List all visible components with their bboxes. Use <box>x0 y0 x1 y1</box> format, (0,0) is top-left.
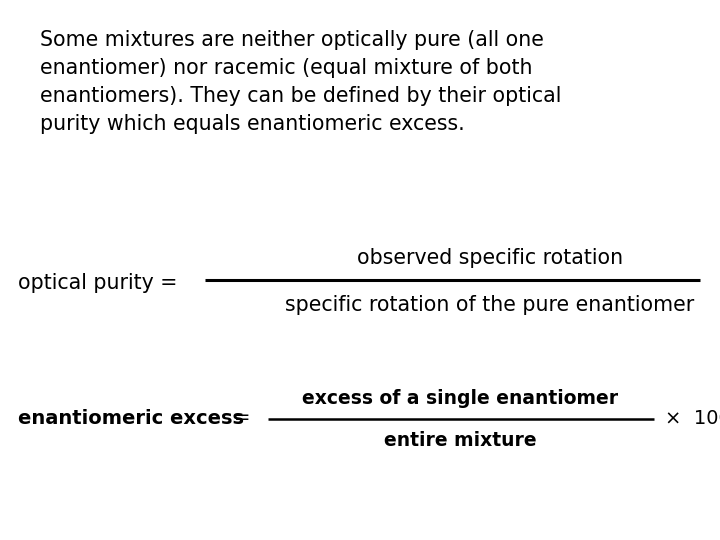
Text: optical purity =: optical purity = <box>18 273 184 293</box>
Text: observed specific rotation: observed specific rotation <box>357 248 623 268</box>
Text: enantiomeric excess: enantiomeric excess <box>18 408 244 428</box>
Text: entire mixture: entire mixture <box>384 430 536 449</box>
Text: =: = <box>234 408 251 428</box>
Text: excess of a single enantiomer: excess of a single enantiomer <box>302 388 618 408</box>
Text: Some mixtures are neither optically pure (all one
enantiomer) nor racemic (equal: Some mixtures are neither optically pure… <box>40 30 562 134</box>
Text: ×  100%: × 100% <box>665 408 720 428</box>
Text: specific rotation of the pure enantiomer: specific rotation of the pure enantiomer <box>285 295 695 315</box>
